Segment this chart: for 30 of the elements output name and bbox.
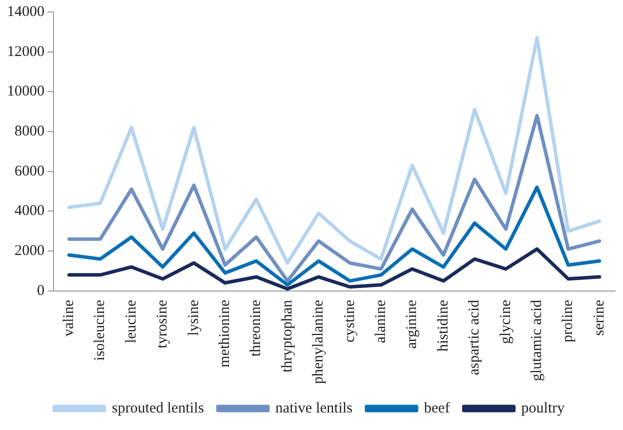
- x-tick-label: aspartic acid: [466, 299, 483, 376]
- legend-label: beef: [424, 400, 450, 416]
- y-tick-label: 10000: [7, 84, 44, 100]
- x-tick-label: tyrosine: [154, 300, 171, 348]
- x-tick-label: alanine: [372, 300, 389, 344]
- y-tick-label: 4000: [14, 203, 44, 220]
- x-tick-label: cystine: [342, 300, 358, 342]
- x-tick-label: methionine: [217, 300, 234, 368]
- x-tick-label: phenylalanine: [310, 300, 327, 384]
- x-tick-label: threonine: [248, 300, 264, 357]
- x-tick-label: serine: [591, 300, 608, 336]
- x-tick-label: leucine: [123, 300, 140, 344]
- y-tick-label: 8000: [14, 123, 44, 140]
- x-tick-label: glycine: [498, 300, 514, 344]
- y-tick-label: 6000: [14, 163, 44, 180]
- x-tick-label: histidine: [435, 300, 452, 352]
- x-tick-label: valine: [61, 300, 78, 337]
- x-tick-label: arginine: [404, 300, 420, 349]
- x-tick-label: lysine: [186, 300, 202, 336]
- legend-label: poultry: [521, 400, 566, 416]
- y-tick-label: 2000: [14, 242, 44, 259]
- y-tick-label: 0: [37, 282, 44, 299]
- x-tick-label: glutamic acid: [528, 299, 545, 382]
- x-tick-label: isoleucine: [92, 300, 108, 361]
- x-tick-label: thryptophan: [279, 299, 296, 372]
- y-tick-label: 14000: [7, 4, 44, 20]
- y-tick-label: 12000: [7, 44, 44, 60]
- x-tick-label: proline: [560, 300, 576, 342]
- legend-label: native lentils: [275, 400, 353, 416]
- legend-label: sprouted lentils: [112, 400, 204, 416]
